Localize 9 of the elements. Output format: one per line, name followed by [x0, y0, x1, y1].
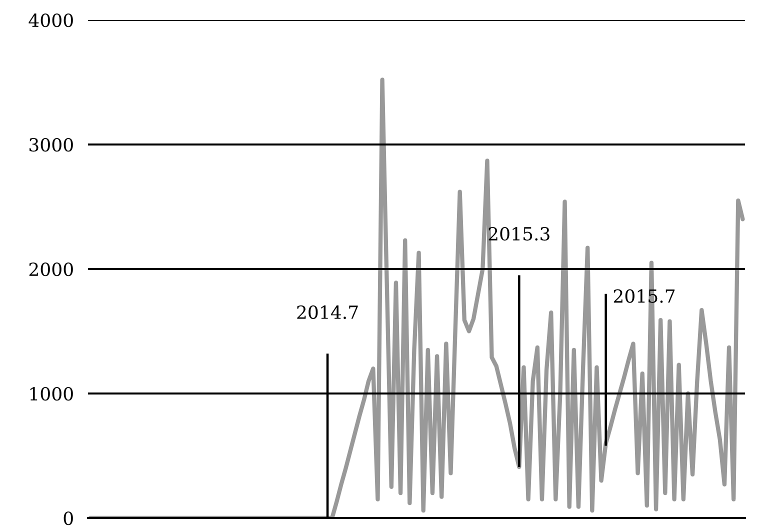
y-tick-label: 4000 — [28, 13, 73, 28]
y-tick-label: 2000 — [29, 262, 73, 276]
y-tick-label: 3000 — [30, 138, 73, 152]
y-tick-label: 0 — [64, 511, 73, 526]
annotation: 2014.7 — [297, 305, 358, 320]
line-series — [88, 78, 745, 518]
annotation: 2015.7 — [614, 289, 675, 303]
y-tick-label: 1000 — [30, 386, 73, 401]
annotation: 2015.3 — [488, 226, 550, 241]
